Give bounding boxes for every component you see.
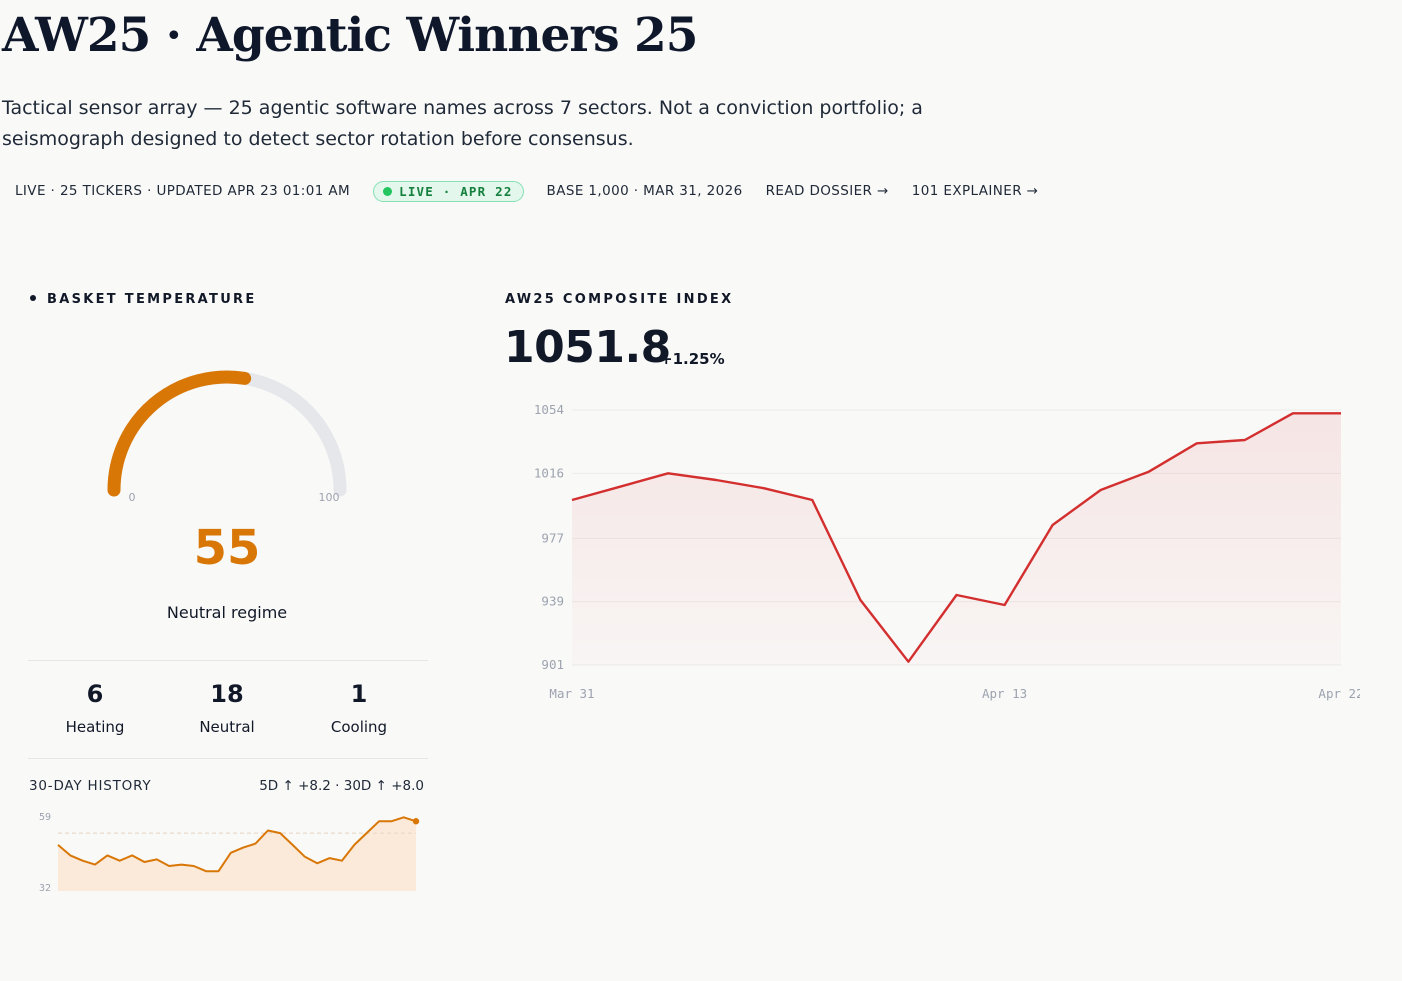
composite-index-label: AW25 COMPOSITE INDEX: [505, 292, 734, 307]
basket-temperature-heading: BASKET TEMPERATURE: [30, 292, 257, 307]
composite-line: [571, 412, 1341, 663]
index-change: +1.25%: [660, 350, 725, 368]
gauge-max-label: 100: [319, 491, 340, 504]
y-tick-label: 1054: [534, 402, 564, 417]
stat-count: 18: [210, 680, 244, 708]
bullet-icon: [30, 294, 36, 301]
x-tick-label: Mar 31: [549, 686, 594, 701]
live-dot-icon: [383, 186, 393, 196]
y-tick-label: 1016: [534, 465, 564, 480]
base-info: BASE 1,000 · MAR 31, 2026: [546, 183, 743, 199]
stat-label: Neutral: [199, 718, 255, 736]
composite-index-chart: 1054 1016 977 939 901 Mar 31 Apr 13 Apr 22: [534, 402, 1360, 701]
stat-count: 1: [350, 680, 368, 708]
explainer-link[interactable]: 101 EXPLAINER →: [911, 183, 1039, 199]
status-text: LIVE · 25 TICKERS · UPDATED APR 23 01:01…: [15, 183, 351, 199]
meta-bar: LIVE · 25 TICKERS · UPDATED APR 23 01:01…: [15, 178, 1038, 204]
stat-neutral: 18 Neutral: [167, 680, 287, 736]
read-dossier-link[interactable]: READ DOSSIER →: [765, 183, 889, 199]
composite-area: [572, 413, 1341, 665]
history-y-min-label: 32: [39, 883, 51, 894]
page-title: AW25 · Agentic Winners 25: [2, 8, 698, 63]
history-label: 30-DAY HISTORY: [29, 778, 152, 794]
history-y-max-label: 59: [39, 812, 51, 823]
history-area: [58, 817, 416, 891]
temperature-value: 55: [193, 520, 261, 576]
history-summary: 5D ↑ +8.2 · 30D ↑ +8.0: [259, 778, 424, 794]
live-badge: LIVE · APR 22: [373, 180, 524, 202]
stat-label: Heating: [65, 718, 125, 736]
x-tick-label: Apr 22: [1318, 686, 1360, 701]
x-tick-label: Apr 13: [982, 686, 1027, 701]
y-tick-label: 901: [541, 657, 564, 672]
stat-label: Cooling: [330, 718, 388, 736]
regime-label: Neutral regime: [166, 603, 288, 622]
history-last-point: [412, 818, 420, 825]
page-subtitle: Tactical sensor array — 25 agentic softw…: [2, 97, 923, 150]
y-tick-label: 939: [541, 594, 564, 609]
stat-heating: 6 Heating: [35, 680, 155, 736]
divider: [28, 758, 428, 759]
divider: [28, 660, 428, 661]
history-sparkline: 59 32: [39, 812, 420, 894]
live-badge-label: LIVE · APR 22: [399, 183, 513, 199]
gauge-track: [107, 370, 347, 497]
history-line: [57, 816, 417, 873]
index-value: 1051.8: [504, 322, 671, 373]
gauge-min-label: 0: [129, 491, 136, 504]
basket-temperature-label: BASKET TEMPERATURE: [47, 292, 257, 307]
gauge-fill: [107, 370, 252, 497]
stat-count: 6: [86, 680, 104, 708]
stat-cooling: 1 Cooling: [299, 680, 419, 736]
temperature-gauge: 0 100: [107, 370, 347, 504]
y-tick-label: 977: [541, 530, 564, 545]
